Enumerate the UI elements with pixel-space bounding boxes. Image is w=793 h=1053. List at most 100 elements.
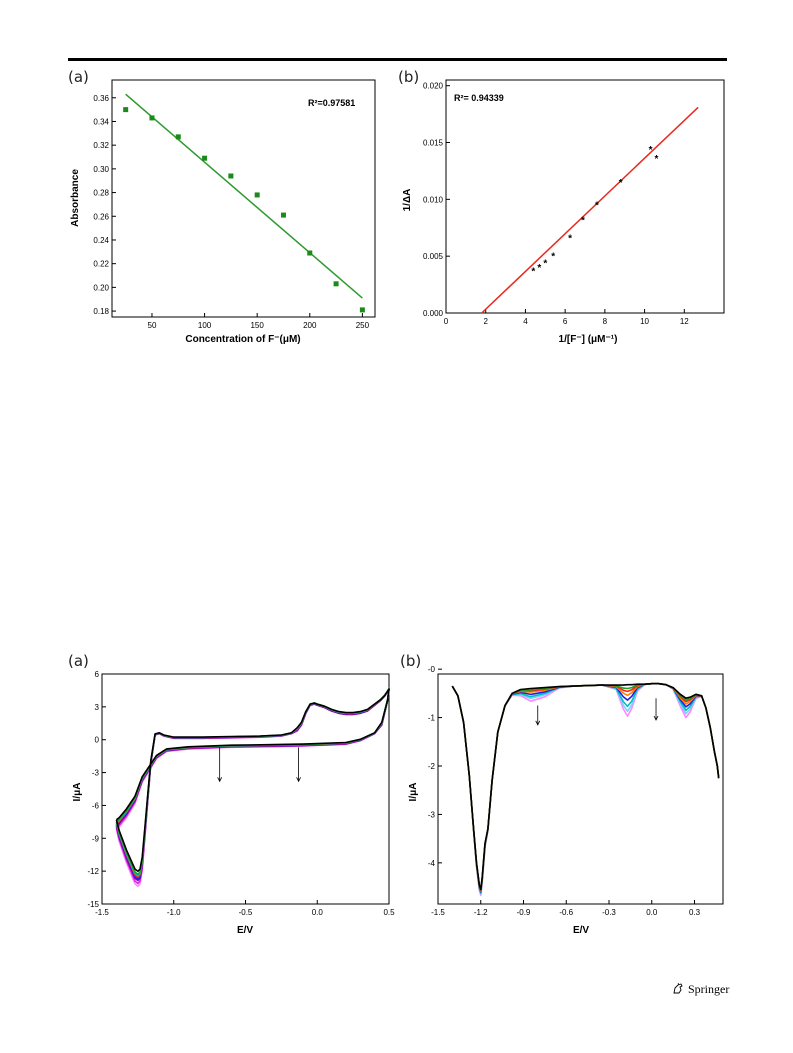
data-point: * — [531, 266, 535, 277]
y-axis-title: 1/ΔA — [402, 189, 413, 212]
voltammogram-series — [115, 687, 390, 888]
plot-layer: 50 100 150 200 250 0.18 0.20 0.22 0.24 0.26 0.28 0.… — [93, 93, 370, 330]
y-tick-label: 0.020 — [423, 82, 444, 91]
y-tick-label: -9 — [92, 834, 100, 843]
data-point: * — [649, 145, 653, 156]
x-tick-label: -0.3 — [602, 908, 616, 917]
plot-frame — [111, 79, 376, 318]
x-tick-label: 12 — [680, 317, 689, 326]
voltammogram-series — [115, 688, 390, 873]
voltammogram-series — [115, 688, 390, 882]
voltammogram-series — [115, 688, 390, 879]
voltammogram-series — [115, 688, 390, 885]
y-tick-label: 0.32 — [93, 141, 109, 150]
panel-label-b-bottom: (b) — [400, 652, 422, 670]
data-point — [254, 192, 260, 198]
x-axis-title: Concentration of F⁻(μM) — [185, 334, 300, 345]
x-tick-label: -0.6 — [559, 908, 573, 917]
y-tick-label: -1 — [428, 714, 436, 723]
x-tick-label: -1.5 — [431, 908, 445, 917]
voltammogram-series — [115, 687, 390, 875]
arrow-head — [653, 715, 659, 721]
y-tick-label: 0.28 — [93, 189, 109, 198]
plot-layer: -1.5 -1.0 -0.5 0.0 0.5 -15 -12 -9 -6 -3 0 3 6 — [87, 670, 395, 917]
voltammogram-series — [451, 682, 720, 897]
data-point — [333, 281, 339, 287]
y-tick-label: 0.22 — [93, 260, 109, 269]
arrow-head — [535, 720, 541, 726]
data-point: * — [551, 252, 555, 263]
y-tick-label: 0.20 — [93, 283, 109, 292]
data-point: * — [568, 233, 572, 244]
voltammogram-series — [451, 682, 720, 895]
y-tick-label: -4 — [428, 859, 436, 868]
x-tick-label: 8 — [603, 317, 608, 326]
x-tick-label: 10 — [640, 317, 649, 326]
x-axis-title: E/V — [573, 925, 589, 936]
data-point: * — [581, 215, 585, 226]
data-point — [359, 307, 365, 313]
y-tick-label: 0.26 — [93, 212, 109, 221]
x-tick-label: 6 — [563, 317, 568, 326]
x-tick-label: 100 — [198, 321, 212, 330]
y-tick-label: -3 — [92, 769, 100, 778]
y-tick-label: -0 — [428, 665, 436, 674]
x-tick-label: 0.0 — [312, 908, 324, 917]
y-tick-label: 0.18 — [93, 307, 109, 316]
y-tick-label: 0 — [95, 736, 100, 745]
x-tick-label: -0.9 — [517, 908, 531, 917]
x-tick-label: -0.5 — [239, 908, 253, 917]
x-tick-label: -1.0 — [167, 908, 181, 917]
publisher-name: Springer — [688, 982, 730, 996]
y-axis-title: I/μA — [72, 783, 83, 802]
x-tick-label: 4 — [523, 317, 528, 326]
y-tick-label: 0.015 — [423, 139, 444, 148]
voltammogram-series — [451, 682, 720, 894]
y-tick-label: 0.34 — [93, 117, 109, 126]
y-tick-label: 3 — [95, 703, 100, 712]
x-tick-label: 0.0 — [646, 908, 658, 917]
y-tick-label: -6 — [92, 801, 100, 810]
differential-pulse-voltammogram-chart: -1.5 -1.2 -0.9 -0.6 -0.3 0.0 0.3 -4 -3 -2 -1 -0 E/V… — [408, 665, 724, 936]
x-tick-label: -1.2 — [474, 908, 488, 917]
plot-frame — [437, 673, 724, 905]
arrow-head — [296, 777, 301, 783]
data-point — [123, 107, 129, 113]
data-point — [280, 212, 286, 218]
fit-line — [125, 93, 363, 299]
data-point — [202, 155, 208, 161]
x-tick-label: 200 — [303, 321, 317, 330]
y-axis-title: I/μA — [408, 783, 419, 802]
publisher-footer: Springer — [672, 982, 729, 997]
x-tick-label: -1.5 — [95, 908, 109, 917]
y-tick-label: -3 — [428, 810, 436, 819]
x-axis-title: 1/[F⁻] (μM⁻¹) — [559, 334, 618, 345]
x-tick-label: 0.5 — [383, 908, 395, 917]
data-point — [149, 115, 155, 121]
data-point: * — [543, 258, 547, 269]
y-tick-label: 0.000 — [423, 309, 444, 318]
y-tick-label: 0.010 — [423, 195, 444, 204]
y-tick-label: -15 — [87, 900, 99, 909]
plot-layer: -1.5 -1.2 -0.9 -0.6 -0.3 0.0 0.3 -4 -3 -2 -1 -0 — [428, 665, 720, 917]
x-tick-label: 0.3 — [689, 908, 701, 917]
r-squared-annotation: R²= 0.94339 — [454, 93, 504, 103]
y-tick-label: 0.30 — [93, 165, 109, 174]
absorbance-chart: 50 100 150 200 250 0.18 0.20 0.22 0.24 0.26 0.28 0.… — [70, 79, 376, 345]
y-tick-label: 0.36 — [93, 94, 109, 103]
voltammogram-series — [115, 688, 390, 880]
header-rule — [68, 58, 727, 61]
x-tick-label: 250 — [356, 321, 370, 330]
springer-horse-icon — [673, 982, 683, 994]
panel-label-a-top: (a) — [68, 68, 89, 86]
x-tick-label: 0 — [444, 317, 449, 326]
fit-line — [481, 106, 699, 314]
arrow-head — [217, 777, 223, 783]
plot-frame — [101, 673, 390, 905]
voltammogram-series — [115, 688, 390, 877]
y-tick-label: 6 — [95, 670, 100, 679]
plot-frame — [445, 79, 725, 314]
y-tick-label: -12 — [87, 867, 99, 876]
